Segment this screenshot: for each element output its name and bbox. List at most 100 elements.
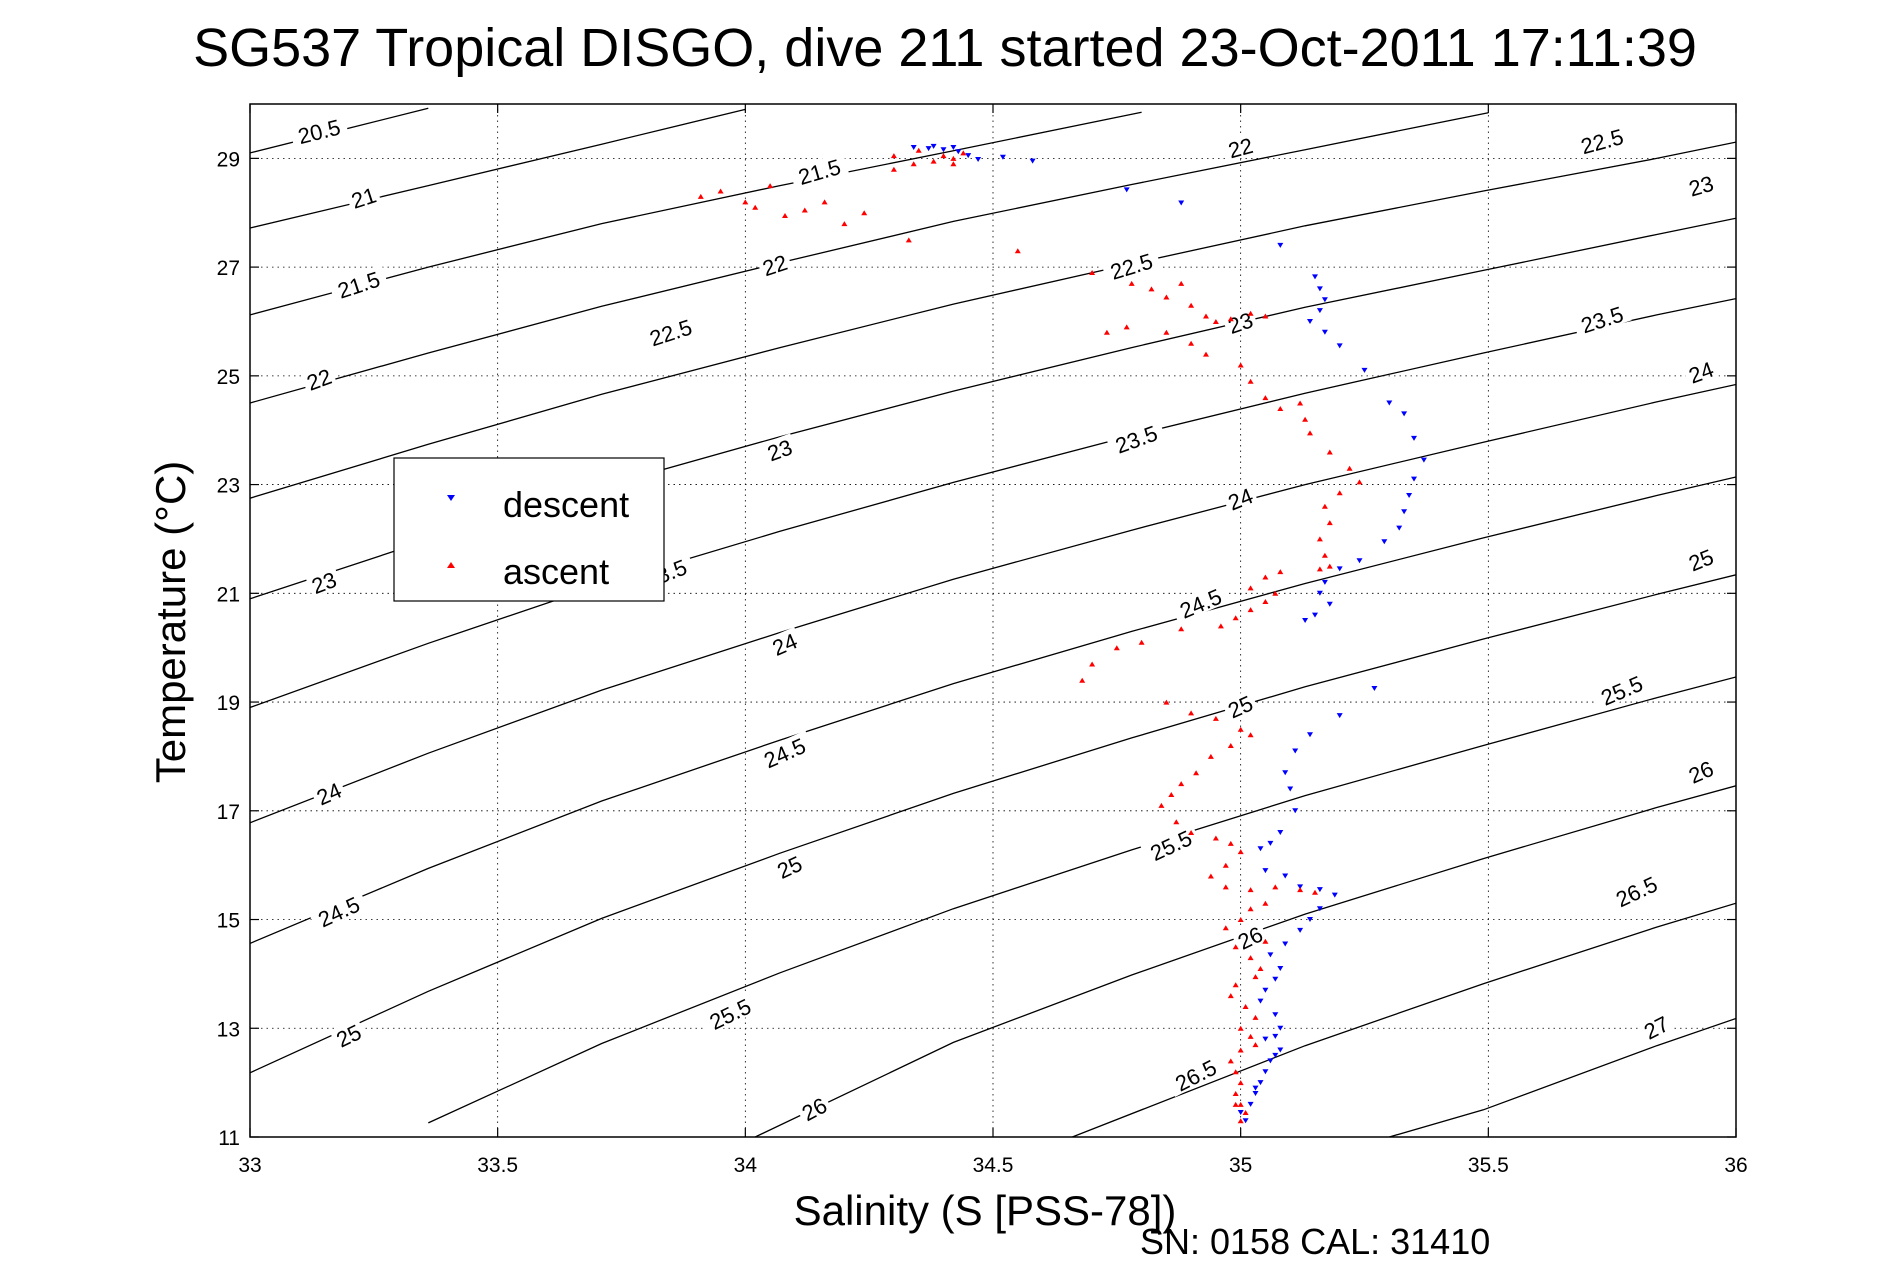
descent-point <box>1262 868 1269 874</box>
ascent-point <box>1272 884 1279 890</box>
ascent-point <box>1232 1091 1239 1096</box>
contour-line-25-5 <box>428 676 1736 1124</box>
ascent-point <box>1307 430 1313 436</box>
descent-point <box>1331 892 1338 898</box>
descent-point <box>1321 297 1328 303</box>
descent-point <box>1272 1012 1279 1018</box>
ascent-point <box>1212 319 1219 324</box>
contour-label: 22 <box>300 362 337 396</box>
contour-line-26 <box>754 785 1736 1137</box>
descent-point <box>930 143 937 149</box>
descent-point <box>1307 319 1313 324</box>
legend-ascent-label: ascent <box>503 551 609 592</box>
ascent-point <box>1203 351 1209 357</box>
ascent-point <box>1237 1025 1244 1031</box>
grid-lines <box>250 104 1736 1137</box>
ascent-point <box>1316 566 1323 572</box>
contour-label-gap <box>329 1017 367 1052</box>
descent-point <box>955 149 962 155</box>
contour-label-gap <box>1140 822 1201 867</box>
descent-point <box>999 154 1006 160</box>
y-axis-ticks: 11 13 15 17 19 21 23 25 27 29 <box>217 148 1736 1150</box>
descent-point <box>940 147 947 153</box>
ascent-point <box>1222 925 1229 931</box>
contour-label-gap <box>640 312 701 351</box>
ascent-point <box>950 155 957 161</box>
ascent-point <box>890 153 897 159</box>
ascent-point <box>1193 770 1200 776</box>
descent-point <box>1282 770 1289 776</box>
contour-line-23-5 <box>250 297 1736 709</box>
x-axis-ticks: 33 33.5 34 34.5 35 35.5 36 <box>238 104 1748 1177</box>
contour-label-gap <box>305 565 342 598</box>
ascent-point <box>1207 873 1214 879</box>
ascent-point <box>1262 900 1269 906</box>
ascent-point <box>1297 887 1304 893</box>
contour-label-gap <box>754 730 815 774</box>
contour-label: 23 <box>1682 169 1719 202</box>
y-tick-label: 13 <box>217 1018 240 1041</box>
contour-line-22 <box>250 112 1489 404</box>
descent-point <box>1381 539 1388 545</box>
descent-point <box>1282 873 1289 879</box>
ascent-point <box>1262 599 1269 604</box>
contour-label-gap <box>760 433 798 465</box>
chart-title: SG537 Tropical DISGO, dive 211 started 2… <box>193 18 1697 78</box>
legend-descent-label: descent <box>503 484 629 525</box>
descent-point <box>1272 1033 1279 1039</box>
descent-point <box>1277 966 1284 971</box>
ascent-point <box>1247 607 1254 613</box>
ascent-point <box>1178 280 1185 286</box>
contour-label-gap <box>345 181 382 212</box>
descent-point <box>1361 367 1368 373</box>
series-ascent <box>697 147 1363 1124</box>
contour-label-gap <box>789 152 849 189</box>
ascent-point <box>890 166 897 172</box>
descent-point <box>1237 1110 1244 1115</box>
descent-point <box>1336 713 1343 719</box>
descent-point <box>1316 590 1323 596</box>
ascent-point <box>1158 802 1165 808</box>
x-tick-label: 36 <box>1724 1154 1747 1177</box>
descent-point <box>1420 457 1427 463</box>
y-axis-label: Temperature (°C) <box>147 461 194 784</box>
descent-point <box>1292 748 1299 754</box>
ascent-point <box>1173 819 1180 825</box>
ascent-point <box>1237 1080 1244 1086</box>
contour-label-gap <box>1606 868 1667 913</box>
descent-point <box>1272 976 1279 982</box>
descent-point <box>1356 558 1363 564</box>
ascent-point <box>782 213 788 218</box>
ascent-point <box>1326 520 1333 526</box>
ascent-point <box>861 210 868 216</box>
ascent-point <box>1252 1014 1259 1020</box>
contour-label-gap <box>1101 246 1162 284</box>
ascent-point <box>905 237 912 243</box>
ascent-point <box>717 188 724 194</box>
descent-point <box>975 157 982 162</box>
ascent-point <box>1148 286 1155 292</box>
x-tick-label: 33 <box>238 1154 261 1177</box>
descent-point <box>1178 200 1185 206</box>
contour-label-gap <box>1105 418 1166 459</box>
x-tick-label: 35 <box>1229 1154 1252 1177</box>
descent-point <box>1312 612 1318 618</box>
contour-label-gap <box>288 112 349 148</box>
ascent-point <box>1128 280 1135 286</box>
contour-label-gap <box>1222 132 1259 162</box>
legend-box <box>393 457 665 602</box>
contour-label-gap <box>770 849 808 883</box>
ascent-point <box>1247 955 1254 961</box>
ascent-point <box>1232 982 1239 988</box>
x-tick-label: 34.5 <box>973 1154 1014 1177</box>
ascent-point <box>1212 715 1219 721</box>
contour-label: 21 <box>345 181 382 214</box>
contour-label-gap <box>699 990 760 1036</box>
ascent-point <box>1227 743 1234 748</box>
y-tick-label: 19 <box>217 692 240 715</box>
legend-descent-marker <box>447 495 455 501</box>
ascent-point <box>1262 395 1269 401</box>
ascent-point <box>1178 781 1185 787</box>
ascent-point <box>960 150 967 156</box>
contour-label-gap <box>309 776 348 810</box>
